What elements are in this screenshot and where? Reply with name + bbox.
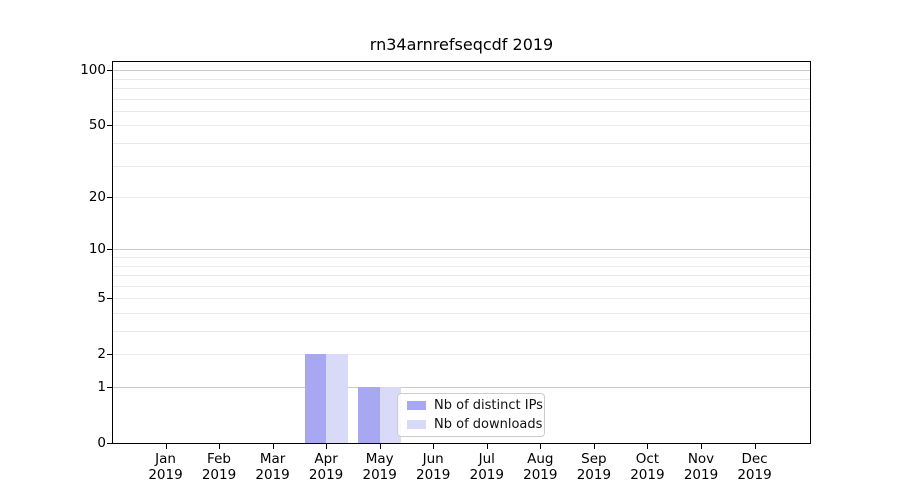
chart-title: rn34arnrefseqcdf 2019 <box>369 35 554 54</box>
legend-label: Nb of downloads <box>434 417 543 432</box>
gridline-minor <box>113 110 810 112</box>
gridline-minor <box>113 197 810 199</box>
y-axis-tick <box>107 443 112 444</box>
gridline-minor <box>113 331 810 332</box>
y-axis-tick <box>107 70 112 72</box>
x-axis-tick <box>540 444 542 449</box>
gridline-minor <box>113 313 810 314</box>
gridline-minor <box>113 125 810 127</box>
x-axis-tick <box>647 444 649 449</box>
x-axis-tick <box>701 444 702 449</box>
legend-swatch-downloads <box>407 420 426 429</box>
x-axis-tick <box>433 444 435 449</box>
gridline-minor <box>113 143 810 144</box>
x-tick-label: Jul 2019 <box>469 451 504 483</box>
y-tick-label: 5 <box>97 290 106 307</box>
gridline-decade <box>113 70 810 72</box>
x-tick-label: Oct 2019 <box>630 451 665 483</box>
y-tick-label: 20 <box>88 189 106 206</box>
bar-nb-of-downloads-may-2019 <box>379 387 402 443</box>
gridline-minor <box>113 275 810 276</box>
gridline-minor <box>113 265 810 267</box>
x-tick-label: Nov 2019 <box>683 451 719 483</box>
gridline-minor <box>113 257 810 258</box>
gridline-minor <box>113 88 810 89</box>
y-axis-tick <box>107 354 112 356</box>
plot-area <box>112 61 811 444</box>
x-tick-label: Dec 2019 <box>737 451 772 483</box>
x-tick-label: Apr 2019 <box>308 451 344 483</box>
legend-item: Nb of downloads <box>407 417 542 432</box>
y-tick-label: 0 <box>97 435 106 451</box>
y-tick-label: 1 <box>97 379 106 395</box>
x-tick-label: May 2019 <box>362 451 397 483</box>
legend-item: Nb of distinct IPs <box>407 398 543 413</box>
gridline-minor <box>113 354 810 356</box>
gridline-decade <box>113 387 810 388</box>
x-axis-tick <box>379 444 381 449</box>
y-axis-tick <box>107 125 112 127</box>
x-tick-label: Sep 2019 <box>576 451 612 483</box>
bar-nb-of-distinct-ips-apr-2019 <box>304 354 327 443</box>
x-tick-label: Feb 2019 <box>201 451 237 483</box>
y-tick-label: 50 <box>88 117 106 134</box>
gridline-minor <box>113 298 810 300</box>
x-axis-tick <box>272 444 274 449</box>
y-tick-label: 10 <box>88 241 106 258</box>
x-tick-label: Jun 2019 <box>416 451 451 483</box>
bar-nb-of-downloads-apr-2019 <box>326 354 348 443</box>
bar-nb-of-distinct-ips-may-2019 <box>358 387 380 443</box>
x-tick-label: Aug 2019 <box>523 451 558 483</box>
x-axis-tick <box>754 444 756 449</box>
gridline-minor <box>113 165 810 167</box>
legend-swatch-distinct-ips <box>407 401 426 410</box>
y-tick-label: 2 <box>97 346 106 363</box>
y-axis-tick <box>107 387 112 388</box>
x-axis-tick <box>326 444 328 449</box>
y-axis-tick <box>107 249 112 251</box>
y-tick-label: 100 <box>80 62 106 79</box>
x-axis-tick <box>486 444 488 449</box>
gridline-minor <box>113 78 810 80</box>
x-tick-label: Mar 2019 <box>255 451 290 483</box>
x-tick-label: Jan 2019 <box>148 451 183 483</box>
gridline-decade <box>113 249 810 251</box>
gridline-minor <box>113 285 810 287</box>
legend: Nb of distinct IPs Nb of downloads <box>397 393 545 437</box>
y-axis-tick <box>107 197 112 199</box>
gridline-minor <box>113 98 810 100</box>
y-axis-tick <box>107 298 112 300</box>
x-axis-tick <box>593 444 595 449</box>
x-axis-tick <box>219 444 220 449</box>
x-axis-tick <box>165 444 167 449</box>
legend-label: Nb of distinct IPs <box>434 398 543 413</box>
